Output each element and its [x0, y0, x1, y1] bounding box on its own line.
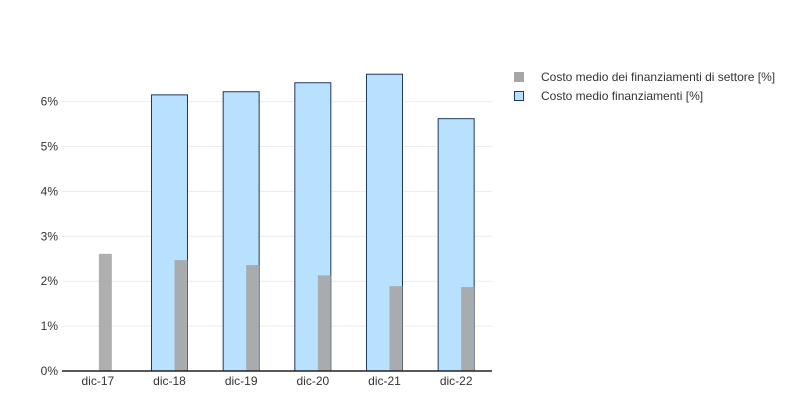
legend-label-settore: Costo medio dei finanziamenti di settore…: [541, 69, 776, 84]
x-tick-label: dic-20: [296, 374, 329, 388]
legend-label-finanziamenti: Costo medio finanziamenti [%]: [541, 88, 704, 103]
bar-costo-medio-settore: [98, 253, 112, 371]
legend-item-settore[interactable]: Costo medio dei finanziamenti di settore…: [514, 67, 775, 86]
legend: Costo medio dei finanziamenti di settore…: [514, 67, 775, 105]
y-tick-label: 6%: [41, 95, 59, 109]
x-tick-label: dic-22: [440, 374, 473, 388]
y-tick-label: 2%: [41, 274, 59, 288]
legend-swatch-settore: [514, 71, 524, 82]
x-tick-label: dic-19: [225, 374, 258, 388]
bar-costo-medio-settore: [389, 286, 403, 371]
y-tick-label: 5%: [41, 140, 59, 154]
y-tick-label: 0%: [41, 364, 59, 378]
x-tick-label: dic-18: [153, 374, 186, 388]
bar-costo-medio-settore: [317, 275, 331, 371]
x-tick-label: dic-21: [368, 374, 401, 388]
bar-costo-medio-settore: [246, 265, 260, 371]
bar-costo-medio-settore: [174, 260, 188, 371]
y-tick-label: 3%: [41, 229, 59, 243]
bar-costo-medio-settore: [461, 287, 475, 371]
y-tick-label: 1%: [41, 319, 59, 333]
legend-swatch-finanziamenti: [514, 90, 524, 101]
legend-item-finanziamenti[interactable]: Costo medio finanziamenti [%]: [514, 86, 775, 105]
x-tick-label: dic-17: [81, 374, 114, 388]
y-tick-label: 4%: [41, 184, 59, 198]
